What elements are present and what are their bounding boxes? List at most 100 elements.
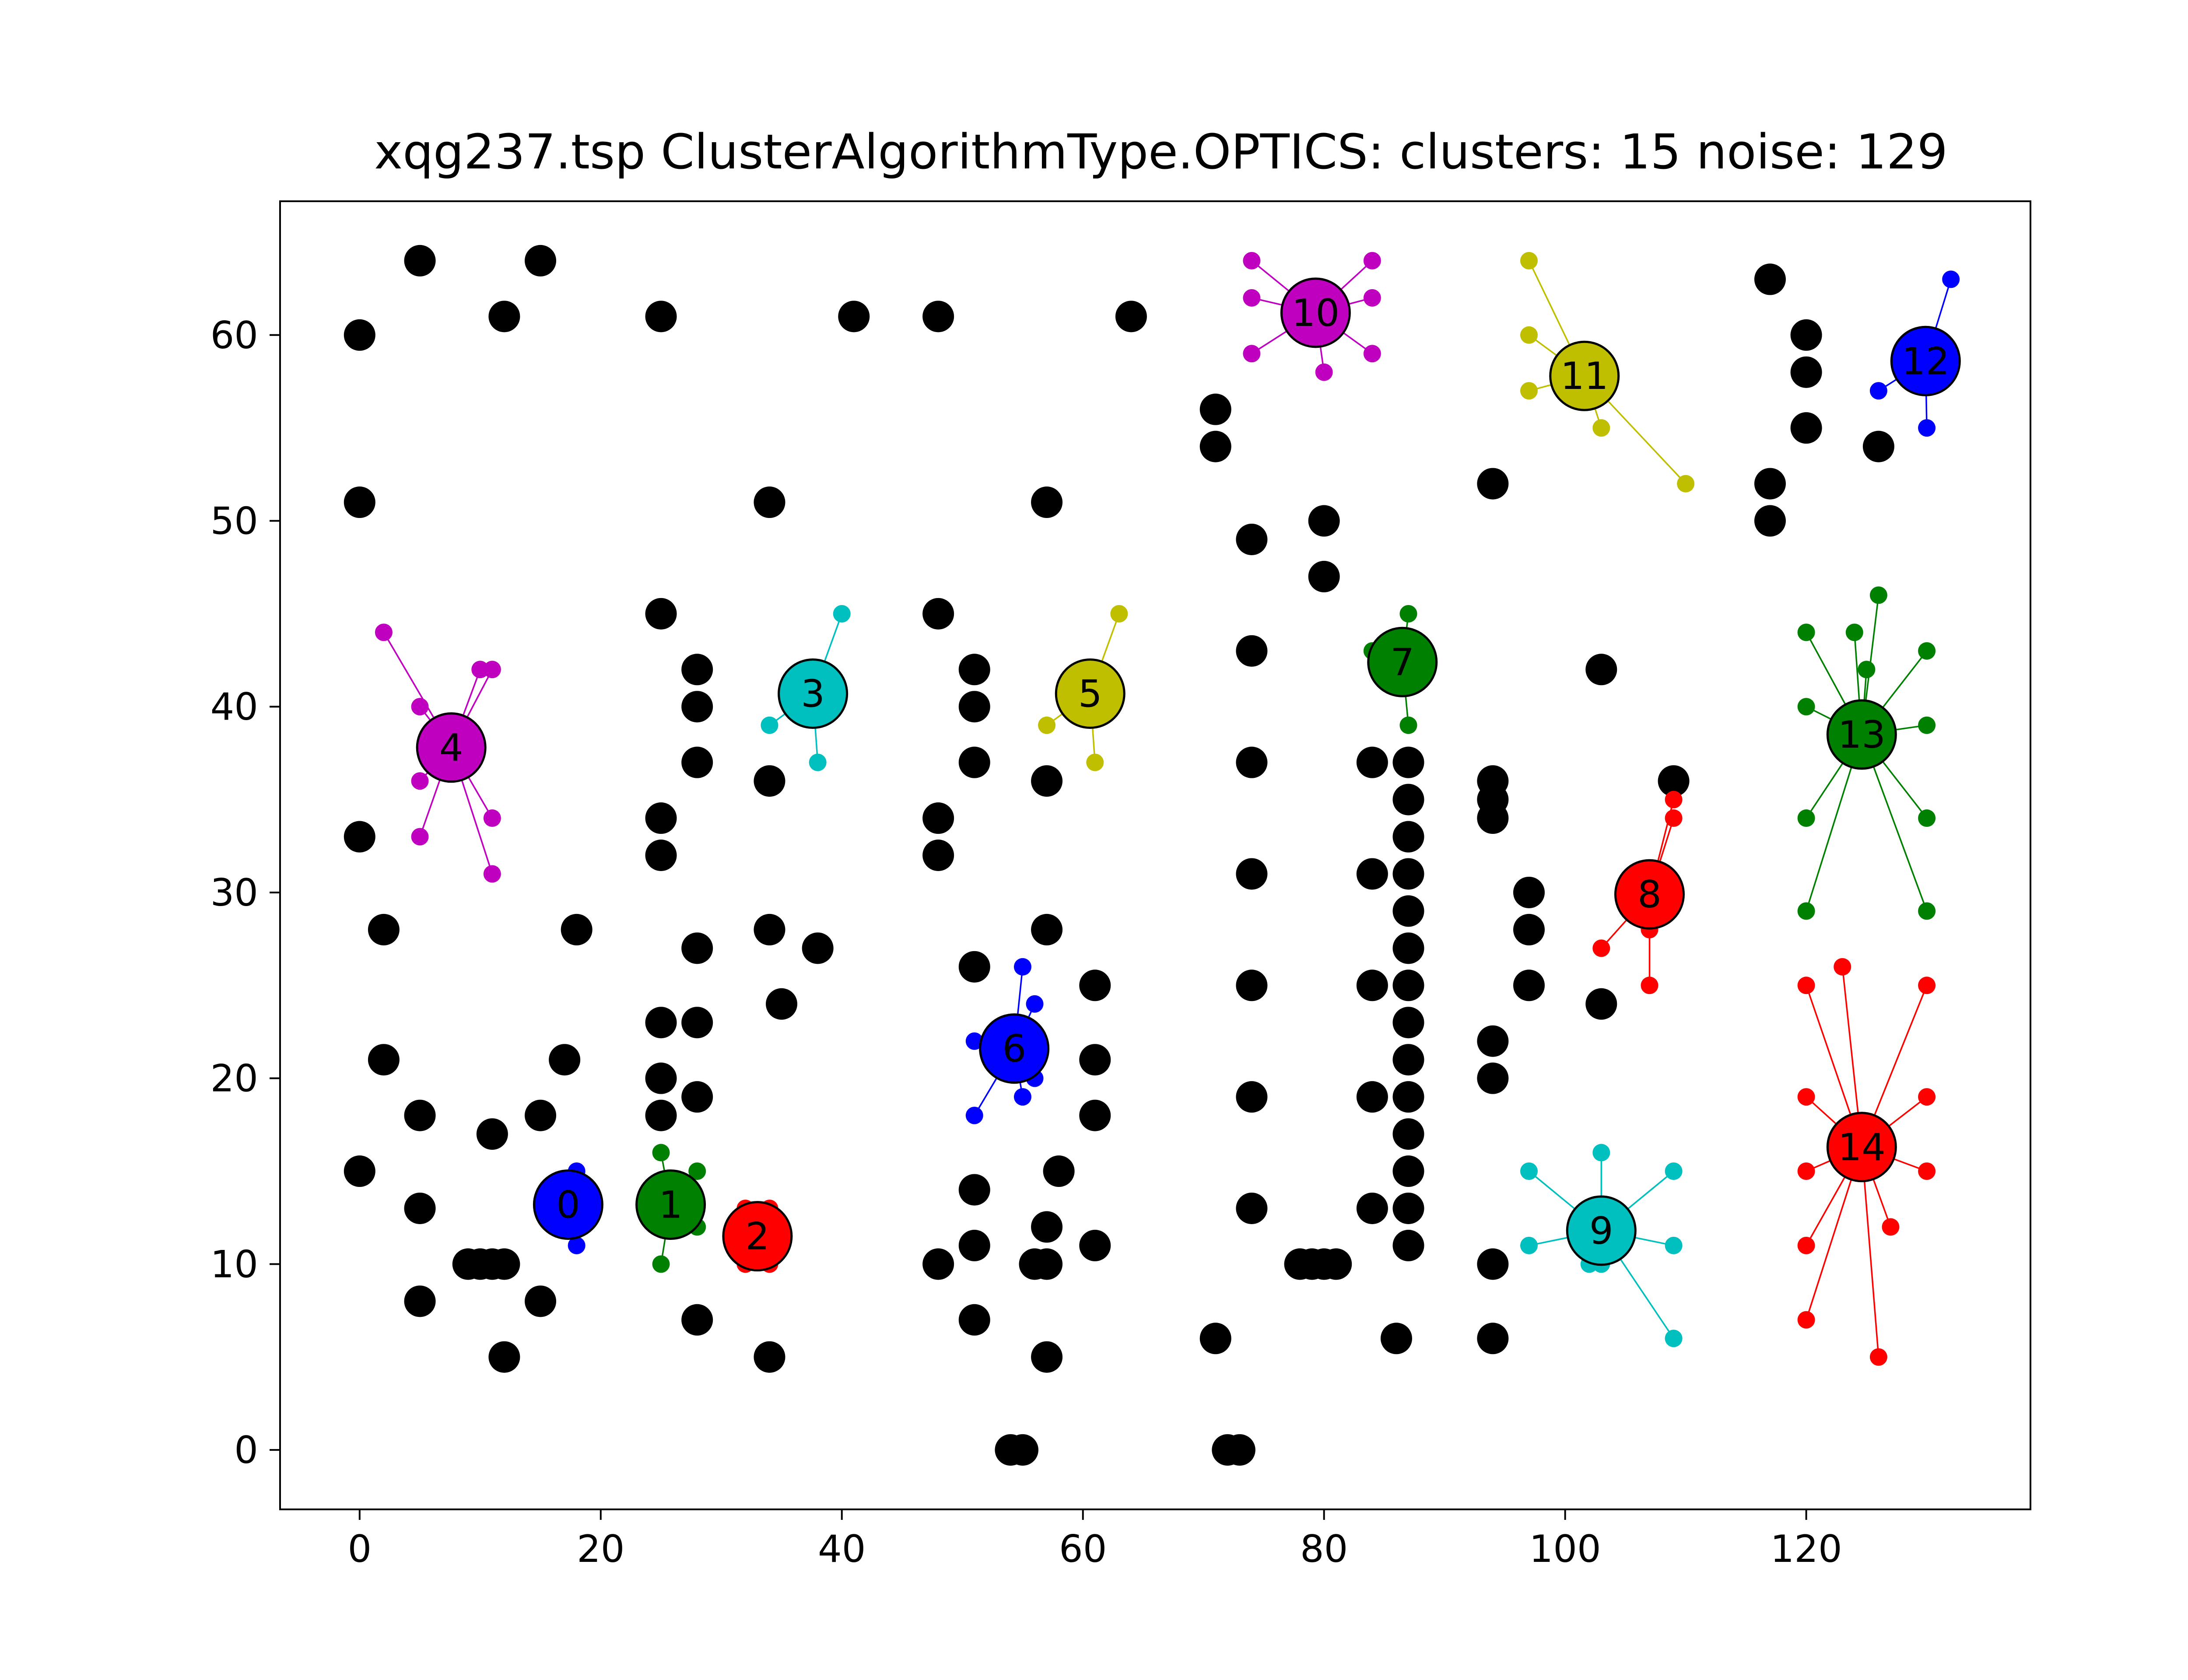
- cluster-point: [1363, 252, 1381, 270]
- noise-point: [1031, 914, 1063, 945]
- noise-point: [922, 840, 954, 871]
- noise-point: [681, 691, 713, 723]
- noise-point: [1392, 1118, 1424, 1150]
- noise-point: [681, 654, 713, 686]
- cluster-center: [1280, 277, 1351, 348]
- cluster-point: [1869, 1348, 1887, 1366]
- noise-point: [1031, 1248, 1063, 1280]
- x-tick-label: 0: [347, 1527, 372, 1571]
- noise-point: [525, 1099, 557, 1131]
- cluster-11: 11: [1520, 252, 1695, 493]
- noise-point: [1754, 263, 1786, 295]
- noise-point: [681, 746, 713, 778]
- noise-point: [1079, 970, 1111, 1001]
- cluster-point: [1363, 289, 1381, 307]
- noise-point: [922, 1248, 954, 1280]
- cluster-point: [1918, 902, 1936, 920]
- cluster-point: [1026, 995, 1044, 1013]
- cluster-label: 10: [1292, 291, 1339, 335]
- y-tick-label: 10: [210, 1242, 258, 1286]
- noise-point: [549, 1044, 581, 1076]
- cluster-point: [1665, 1236, 1683, 1254]
- noise-point: [1754, 505, 1786, 537]
- cluster-point: [1592, 939, 1610, 957]
- cluster-label: 6: [1002, 1027, 1026, 1071]
- cluster-5: 5: [1038, 605, 1128, 771]
- noise-point: [1320, 1248, 1352, 1280]
- noise-point: [1308, 560, 1340, 592]
- cluster-label: 14: [1838, 1126, 1886, 1169]
- cluster-label: 8: [1637, 873, 1662, 917]
- cluster-point: [411, 698, 429, 716]
- noise-point: [645, 1007, 677, 1039]
- noise-point: [1392, 895, 1424, 927]
- noise-point: [645, 301, 677, 332]
- cluster-point: [1797, 623, 1815, 641]
- cluster-point: [1520, 382, 1538, 400]
- cluster-point: [1677, 475, 1695, 493]
- cluster-point: [965, 1106, 983, 1124]
- noise-point: [368, 914, 400, 945]
- cluster-label: 3: [801, 672, 825, 716]
- noise-point: [1477, 802, 1509, 834]
- noise-point: [1862, 430, 1894, 462]
- cluster-point: [1918, 1162, 1936, 1180]
- x-tick-label: 100: [1529, 1527, 1601, 1571]
- x-tick-label: 40: [818, 1527, 866, 1571]
- noise-point: [958, 746, 990, 778]
- noise-point: [1356, 1081, 1388, 1113]
- cluster-point: [1520, 1162, 1538, 1180]
- y-tick-label: 20: [210, 1057, 258, 1101]
- y-tick-label: 0: [234, 1428, 258, 1472]
- noise-point: [1790, 412, 1822, 444]
- cluster-point: [1665, 1330, 1683, 1348]
- cluster-label: 4: [439, 726, 463, 770]
- cluster-label: 7: [1390, 640, 1414, 684]
- cluster-point: [1592, 419, 1610, 437]
- x-tick-label: 80: [1300, 1527, 1348, 1571]
- noise-point: [1031, 486, 1063, 518]
- cluster-center: [1566, 1195, 1637, 1266]
- noise-point: [368, 1044, 400, 1076]
- cluster-point: [833, 605, 851, 623]
- x-tick-label: 120: [1771, 1527, 1842, 1571]
- cluster-point: [1797, 1236, 1815, 1254]
- cluster-point: [471, 661, 489, 679]
- cluster-point: [1797, 976, 1815, 994]
- noise-point: [1236, 1081, 1268, 1113]
- cluster-point: [1243, 345, 1261, 363]
- cluster-point: [1918, 642, 1936, 660]
- noise-point: [1513, 970, 1545, 1001]
- cluster-center: [1614, 859, 1685, 930]
- cluster-12: 12: [1869, 270, 1961, 437]
- noise-point: [754, 765, 785, 797]
- cluster-point: [1918, 1088, 1936, 1106]
- cluster-0: 0: [533, 1162, 603, 1254]
- cluster-point: [1013, 958, 1031, 976]
- noise-point: [561, 914, 593, 945]
- cluster-point: [1797, 902, 1815, 920]
- noise-point: [1356, 746, 1388, 778]
- noise-point: [488, 1341, 520, 1373]
- cluster-center: [979, 1013, 1050, 1084]
- noise-point: [681, 1304, 713, 1336]
- cluster-point: [1399, 716, 1417, 734]
- cluster-point: [1918, 976, 1936, 994]
- cluster-point: [652, 1144, 670, 1162]
- x-tick-label: 20: [577, 1527, 624, 1571]
- noise-point: [1356, 858, 1388, 890]
- cluster-point: [965, 1032, 983, 1050]
- cluster-point: [1520, 252, 1538, 270]
- cluster-1: 1: [635, 1144, 706, 1273]
- plot-frame: [279, 200, 2031, 1510]
- noise-point: [1006, 1434, 1038, 1466]
- cluster-center: [722, 1201, 793, 1272]
- cluster-point: [483, 865, 501, 883]
- noise-point: [1392, 1007, 1424, 1039]
- noise-point: [525, 1285, 557, 1317]
- cluster-point: [1858, 661, 1876, 679]
- noise-point: [1079, 1044, 1111, 1076]
- cluster-point: [568, 1236, 586, 1254]
- noise-point: [344, 1155, 375, 1187]
